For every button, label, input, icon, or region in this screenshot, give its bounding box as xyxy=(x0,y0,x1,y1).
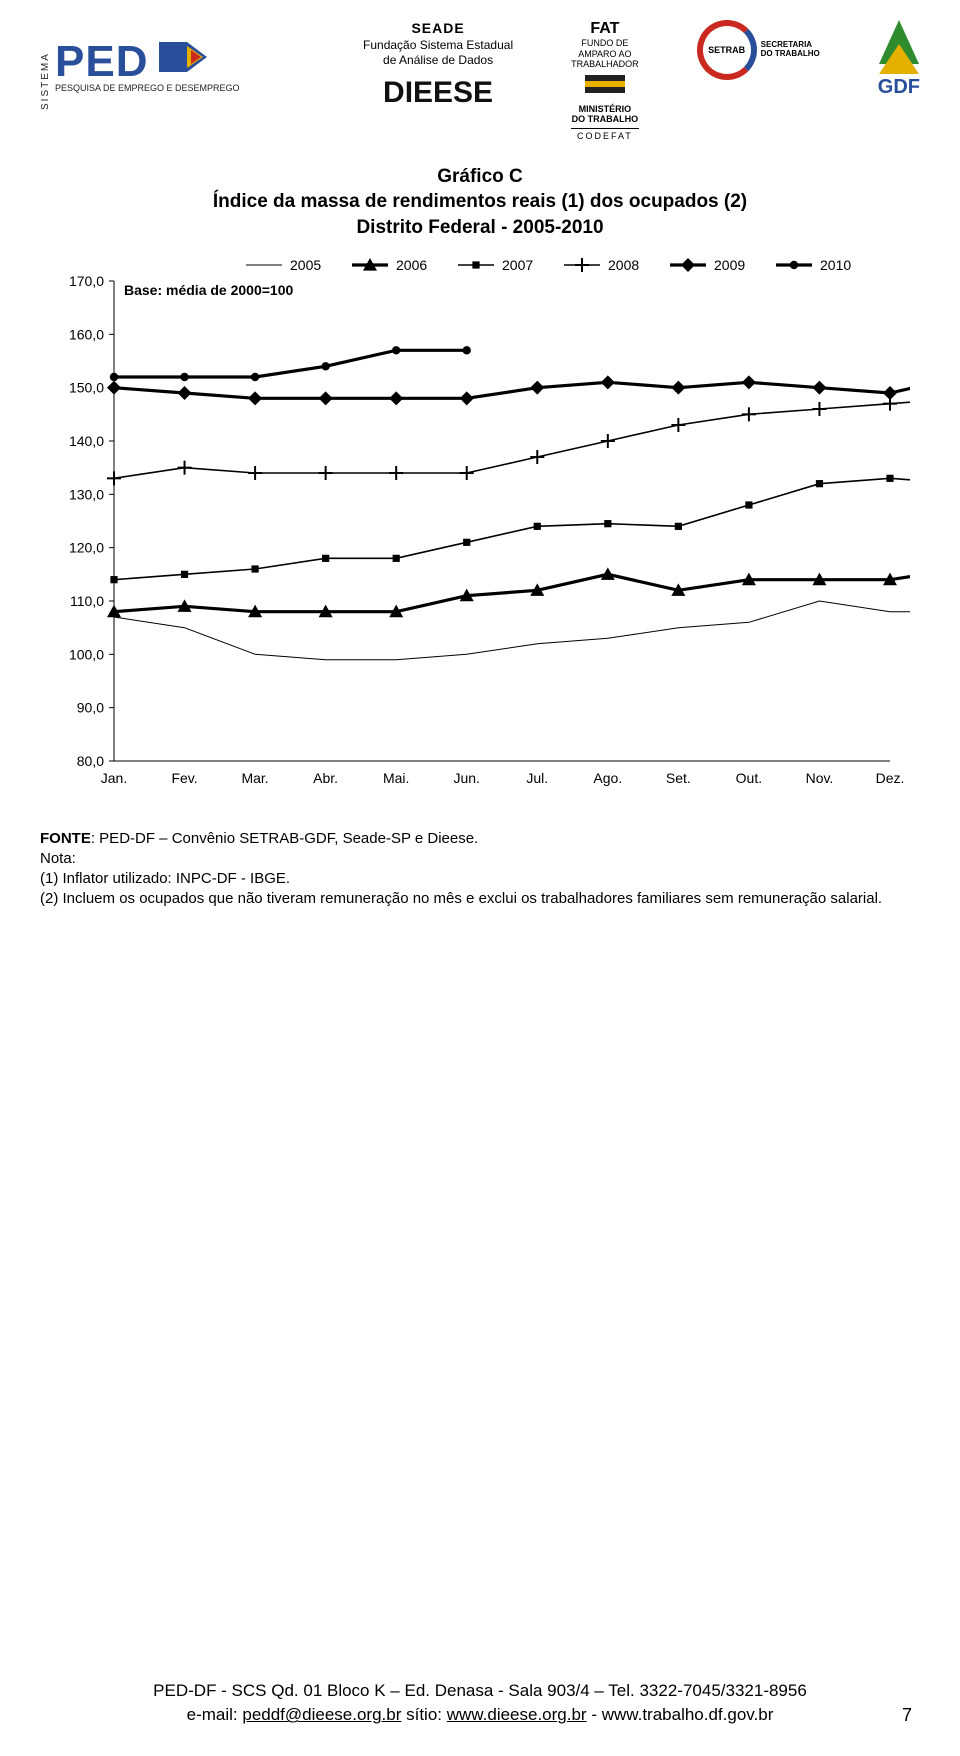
gdf-tree2-icon xyxy=(879,44,919,74)
svg-text:170,0: 170,0 xyxy=(69,273,104,289)
title-l1: Gráfico C xyxy=(40,164,920,190)
fat-block: FAT FUNDO DE AMPARO AO TRABALHADOR MINIS… xyxy=(571,20,639,142)
svg-text:Ago.: Ago. xyxy=(593,770,622,786)
codefat: CODEFAT xyxy=(571,128,639,141)
seade-sub1: Fundação Sistema Estadual xyxy=(363,38,513,53)
notes-block: FONTE: PED-DF – Convênio SETRAB-GDF, Sea… xyxy=(40,829,920,910)
fat-sub3: TRABALHADOR xyxy=(571,59,639,69)
page-footer: PED-DF - SCS Qd. 01 Bloco K – Ed. Denasa… xyxy=(40,1679,920,1728)
footer-site: www.dieese.org.br xyxy=(447,1705,587,1724)
footer-l2c: sítio: xyxy=(401,1705,446,1724)
svg-text:Mar.: Mar. xyxy=(241,770,268,786)
svg-text:2007: 2007 xyxy=(502,257,533,273)
nota-label: Nota: xyxy=(40,849,920,869)
svg-text:Set.: Set. xyxy=(666,770,691,786)
svg-text:120,0: 120,0 xyxy=(69,539,104,555)
page-number: 7 xyxy=(902,1705,912,1726)
gdf-block: GDF xyxy=(878,20,920,99)
gdf-text: GDF xyxy=(878,76,920,99)
footer-l1: PED-DF - SCS Qd. 01 Bloco K – Ed. Denasa… xyxy=(40,1679,920,1704)
line-chart: 80,0 90,0 100,0 110,0 120,0 130,0 140,0 150,0 16… xyxy=(50,251,910,811)
svg-text:Nov.: Nov. xyxy=(806,770,834,786)
fonte-label: FONTE xyxy=(40,830,91,847)
svg-text:150,0: 150,0 xyxy=(69,379,104,395)
min1: MINISTÉRIO xyxy=(571,104,639,114)
svg-text:130,0: 130,0 xyxy=(69,486,104,502)
nota-2: (2) Incluem os ocupados que não tiveram … xyxy=(40,889,920,909)
seade-block: SEADE Fundação Sistema Estadual de Análi… xyxy=(363,20,513,111)
title-l2: Índice da massa de rendimentos reais (1)… xyxy=(40,189,920,215)
chart-title: Gráfico C Índice da massa de rendimentos… xyxy=(40,164,920,241)
seade-title: SEADE xyxy=(363,20,513,38)
fonte-text: : PED-DF – Convênio SETRAB-GDF, Seade-SP… xyxy=(91,830,478,847)
dieese-logo: DIEESE xyxy=(363,74,513,112)
svg-text:100,0: 100,0 xyxy=(69,646,104,662)
svg-text:Dez.: Dez. xyxy=(876,770,905,786)
setrab-text: SETRAB xyxy=(708,45,745,55)
svg-text:2008: 2008 xyxy=(608,257,639,273)
ped-subtitle: PESQUISA DE EMPREGO E DESEMPREGO xyxy=(55,83,240,93)
svg-text:110,0: 110,0 xyxy=(70,593,104,609)
header-logos: SISTEMA PED PESQUISA DE EMPREGO E DESEMP… xyxy=(40,20,920,142)
fat-sub1: FUNDO DE xyxy=(571,38,639,48)
footer-email: peddf@dieese.org.br xyxy=(242,1705,401,1724)
svg-text:Base: média de 2000=100: Base: média de 2000=100 xyxy=(124,282,293,298)
svg-text:2010: 2010 xyxy=(820,257,851,273)
svg-text:Jun.: Jun. xyxy=(453,770,479,786)
fat-sub2: AMPARO AO xyxy=(571,49,639,59)
svg-text:Jul.: Jul. xyxy=(526,770,548,786)
ped-text: PED xyxy=(55,37,148,86)
seade-sub2: de Análise de Dados xyxy=(363,53,513,68)
setrab-block: SETRAB SECRETARIA DO TRABALHO xyxy=(697,20,820,80)
svg-text:Out.: Out. xyxy=(736,770,762,786)
svg-text:Jan.: Jan. xyxy=(101,770,127,786)
footer-l2a: e-mail: xyxy=(187,1705,243,1724)
setrab-ring-icon: SETRAB xyxy=(697,20,757,80)
svg-text:80,0: 80,0 xyxy=(77,753,104,769)
svg-text:2009: 2009 xyxy=(714,257,745,273)
svg-text:Abr.: Abr. xyxy=(313,770,338,786)
svg-text:2006: 2006 xyxy=(396,257,427,273)
footer-l2e: - www.trabalho.df.gov.br xyxy=(587,1705,774,1724)
svg-text:Fev.: Fev. xyxy=(171,770,197,786)
svg-text:140,0: 140,0 xyxy=(69,433,104,449)
nota-1: (1) Inflator utilizado: INPC-DF - IBGE. xyxy=(40,869,920,889)
secretaria2: DO TRABALHO xyxy=(761,50,820,59)
svg-text:90,0: 90,0 xyxy=(77,699,104,715)
svg-text:160,0: 160,0 xyxy=(69,326,104,342)
fat-title: FAT xyxy=(571,20,639,38)
svg-text:Mai.: Mai. xyxy=(383,770,409,786)
ped-arrow-icon xyxy=(159,38,219,81)
ped-logo: PED PESQUISA DE EMPREGO E DESEMPREGO xyxy=(55,20,305,110)
svg-text:2005: 2005 xyxy=(290,257,321,273)
sistema-label: SISTEMA xyxy=(40,20,51,110)
title-l3: Distrito Federal - 2005-2010 xyxy=(40,215,920,241)
brasil-icon xyxy=(571,75,639,103)
min2: DO TRABALHO xyxy=(571,114,639,124)
